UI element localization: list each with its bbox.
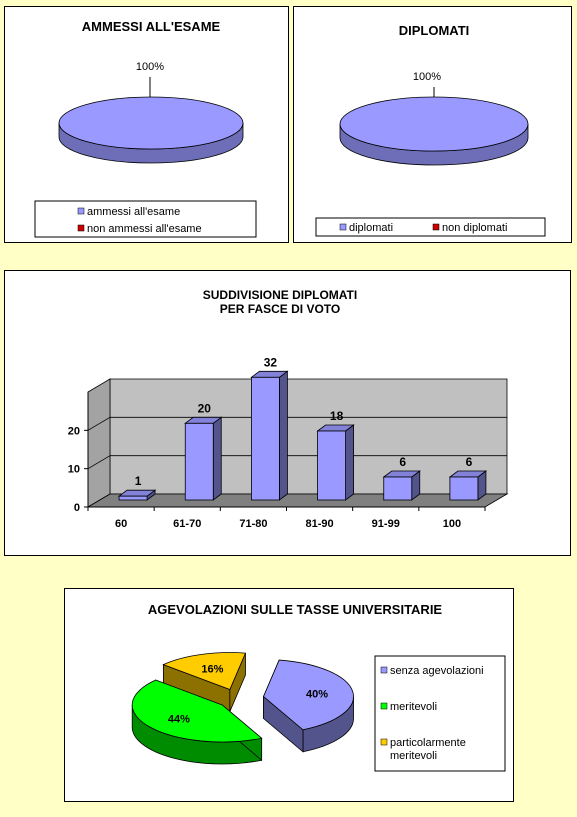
bar-data-label-71-80: 32 [264,355,278,369]
agevolazioni-legend-swatch-particolarmente [380,738,388,746]
bar-data-label-100: 6 [466,455,473,469]
ammessi-legend-box [34,200,257,238]
bar-side-wall [87,378,111,508]
agevolazioni-data-label-0: 40% [306,688,328,700]
bar-60 [117,489,157,501]
voti-bar-chart: SUDDIVISIONE DIPLOMATI PER FASCE DI VOTO… [68,288,509,530]
bar-y-tick-label: 10 [68,464,80,476]
agevolazioni-chart-panel: AGEVOLAZIONI SULLE TASSE UNIVERSITARIE 4… [64,588,514,802]
diplomati-legend-label-diplomati: diplomati [349,222,393,234]
bar-data-label-60: 1 [135,474,142,488]
ammessi-data-label: 100% [136,61,164,73]
agevolazioni-data-label-2: 16% [201,664,223,676]
bar-category-label-91-99: 91-99 [372,518,400,530]
agevolazioni-slice-0 [263,659,354,731]
voti-title-line-2: PER FASCE DI VOTO [220,302,340,316]
bar-data-label-91-99: 6 [399,455,406,469]
bar-y-tick-label: 20 [68,425,80,437]
agevolazioni-legend-label-particolarmente-2: meritevoli [390,750,437,762]
ammessi-legend-swatch-non-ammessi [77,224,85,232]
agevolazioni-slice-1 [131,679,263,743]
bar-data-label-61-70: 20 [198,401,212,415]
diplomati-legend-swatch-diplomati [339,223,347,231]
ammessi-pie-slice-ammessi [58,96,244,164]
bar-61-70 [184,416,223,501]
bar-category-label-60: 60 [115,518,127,530]
bar-91-99 [382,470,421,501]
ammessi-legend-label-non-ammessi: non ammessi all'esame [87,223,202,235]
agevolazioni-title: AGEVOLAZIONI SULLE TASSE UNIVERSITARIE [148,602,443,617]
ammessi-legend-swatch-ammessi [77,207,85,215]
diplomati-chart: DIPLOMATI 100% diplomati non diplomati [315,23,546,237]
agevolazioni-data-label-1: 44% [168,713,190,725]
ammessi-legend-label-ammessi: ammessi all'esame [87,206,180,218]
voti-chart-panel: SUDDIVISIONE DIPLOMATI PER FASCE DI VOTO… [4,270,571,556]
bar-data-label-81-90: 18 [330,409,344,423]
diplomati-legend-label-non-diplomati: non diplomati [442,222,507,234]
ammessi-title: AMMESSI ALL'ESAME [82,19,221,34]
agevolazioni-slice-2 [162,652,247,691]
agevolazioni-legend-label-particolarmente-1: particolarmente [390,737,466,749]
bar-y-tick-label: 0 [74,502,80,514]
agevolazioni-legend-label-senza: senza agevolazioni [390,665,484,677]
voti-title-line-1: SUDDIVISIONE DIPLOMATI [203,288,357,302]
agevolazioni-legend-swatch-senza [380,666,388,674]
bar-category-label-81-90: 81-90 [306,518,334,530]
bar-category-label-61-70: 61-70 [173,518,201,530]
ammessi-chart-panel: AMMESSI ALL'ESAME 100% ammessi all'esame… [4,6,289,243]
bar-gridline-side [87,455,111,470]
diplomati-data-label: 100% [413,71,441,83]
bar-category-label-71-80: 71-80 [239,518,267,530]
bar-100 [448,470,488,501]
bar-81-90 [316,424,355,501]
diplomati-chart-panel: DIPLOMATI 100% diplomati non diplomati [293,6,572,243]
diplomati-legend-swatch-non-diplomati [432,223,440,231]
diplomati-pie-slice-diplomati [339,96,529,166]
bar-71-80 [250,370,289,501]
ammessi-chart: AMMESSI ALL'ESAME 100% ammessi all'esame… [34,19,257,238]
bar-category-label-100: 100 [443,518,461,530]
agevolazioni-legend-swatch-meritevoli [380,702,388,710]
diplomati-legend-box [315,217,546,237]
agevolazioni-chart: AGEVOLAZIONI SULLE TASSE UNIVERSITARIE 4… [131,602,506,772]
diplomati-title: DIPLOMATI [399,23,470,38]
agevolazioni-legend-box [374,655,506,772]
bar-gridline-side [87,416,111,431]
agevolazioni-legend-label-meritevoli: meritevoli [390,701,437,713]
bar-back-wall [109,378,508,495]
